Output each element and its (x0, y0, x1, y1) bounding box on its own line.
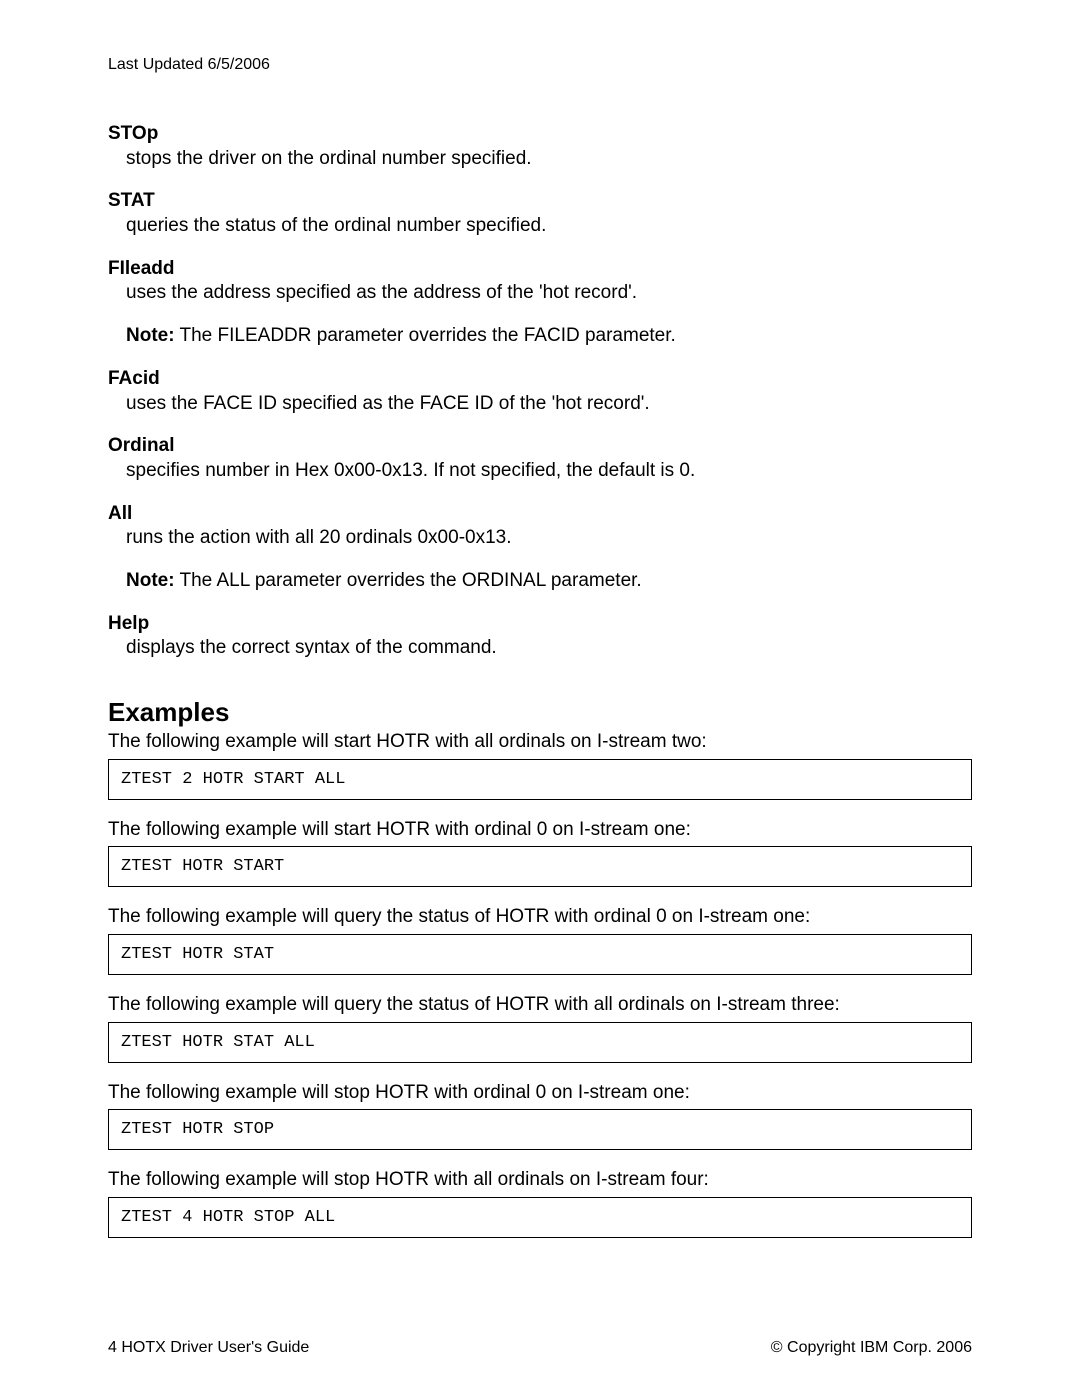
code-block: ZTEST HOTR STOP (108, 1109, 972, 1150)
code-block: ZTEST 2 HOTR START ALL (108, 759, 972, 800)
example-intro: The following example will start HOTR wi… (108, 818, 972, 843)
example-intro: The following example will stop HOTR wit… (108, 1081, 972, 1106)
param-stat: STAT queries the status of the ordinal n… (108, 189, 972, 238)
code-block: ZTEST HOTR STAT ALL (108, 1022, 972, 1063)
note-text: The FILEADDR parameter overrides the FAC… (175, 325, 676, 346)
param-name: STOp (108, 122, 972, 147)
param-help: Help displays the correct syntax of the … (108, 612, 972, 661)
code-block: ZTEST HOTR START (108, 846, 972, 887)
param-note: Note: The FILEADDR parameter overrides t… (126, 324, 972, 349)
param-desc: specifies number in Hex 0x00-0x13. If no… (126, 459, 972, 484)
param-desc: runs the action with all 20 ordinals 0x0… (126, 526, 972, 551)
footer-left: 4 HOTX Driver User's Guide (108, 1339, 309, 1357)
code-block: ZTEST 4 HOTR STOP ALL (108, 1197, 972, 1238)
param-name: FIleadd (108, 257, 972, 282)
param-facid: FAcid uses the FACE ID specified as the … (108, 367, 972, 416)
last-updated-text: Last Updated 6/5/2006 (108, 56, 270, 73)
param-note: Note: The ALL parameter overrides the OR… (126, 569, 972, 594)
example-intro: The following example will query the sta… (108, 905, 972, 930)
note-label: Note: (126, 325, 175, 346)
param-all: All runs the action with all 20 ordinals… (108, 502, 972, 594)
examples-heading: Examples (108, 697, 972, 728)
page-header: Last Updated 6/5/2006 (108, 56, 972, 74)
param-fileadd: FIleadd uses the address specified as th… (108, 257, 972, 349)
param-ordinal: Ordinal specifies number in Hex 0x00-0x1… (108, 434, 972, 483)
param-stop: STOp stops the driver on the ordinal num… (108, 122, 972, 171)
example-intro: The following example will start HOTR wi… (108, 730, 972, 755)
param-desc: uses the address specified as the addres… (126, 281, 972, 306)
param-desc: uses the FACE ID specified as the FACE I… (126, 392, 972, 417)
code-block: ZTEST HOTR STAT (108, 934, 972, 975)
page-footer: 4 HOTX Driver User's Guide © Copyright I… (108, 1339, 972, 1357)
param-desc: displays the correct syntax of the comma… (126, 636, 972, 661)
param-name: Ordinal (108, 434, 972, 459)
footer-right: © Copyright IBM Corp. 2006 (771, 1339, 972, 1357)
param-desc: queries the status of the ordinal number… (126, 214, 972, 239)
param-name: STAT (108, 189, 972, 214)
param-name: Help (108, 612, 972, 637)
examples-section: The following example will start HOTR wi… (108, 730, 972, 1238)
parameters-section: STOp stops the driver on the ordinal num… (108, 122, 972, 661)
param-name: FAcid (108, 367, 972, 392)
page: Last Updated 6/5/2006 STOp stops the dri… (0, 0, 1080, 1397)
param-desc: stops the driver on the ordinal number s… (126, 147, 972, 172)
note-label: Note: (126, 570, 175, 591)
note-text: The ALL parameter overrides the ORDINAL … (175, 570, 642, 591)
param-name: All (108, 502, 972, 527)
example-intro: The following example will query the sta… (108, 993, 972, 1018)
example-intro: The following example will stop HOTR wit… (108, 1168, 972, 1193)
